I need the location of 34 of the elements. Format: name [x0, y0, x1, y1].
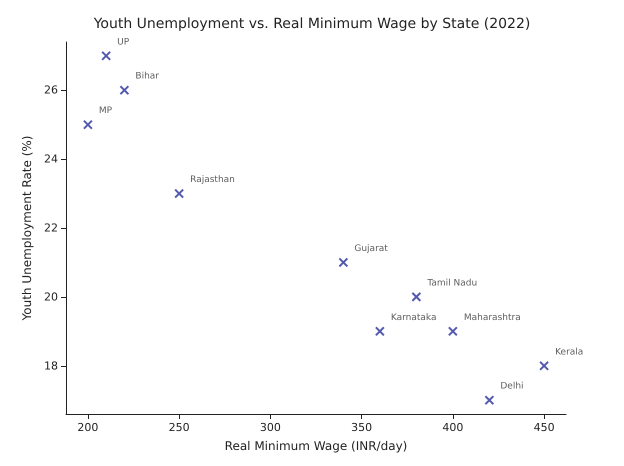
annotation: Bihar [135, 72, 160, 82]
annotation: Maharashtra [464, 312, 521, 323]
point [82, 120, 93, 130]
point [484, 395, 494, 406]
point [374, 326, 385, 336]
annotation: Rajasthan [190, 175, 235, 186]
point [539, 360, 550, 371]
annotation: Kerala [555, 347, 584, 358]
point [448, 326, 458, 336]
annotation: Karnataka [390, 312, 437, 323]
x-tick-label: 400 [442, 421, 464, 434]
x-tick-label: 350 [351, 421, 372, 434]
y-tick-label: 20 [44, 290, 58, 304]
annotation: Gujarat [354, 244, 388, 254]
annotation: Tamil Nadu [426, 278, 478, 288]
x-tick-label: 200 [77, 421, 98, 434]
point [338, 257, 348, 268]
point [174, 188, 184, 199]
annotation: Delhi [500, 382, 524, 392]
point [119, 85, 130, 96]
annotation: MP [98, 106, 113, 116]
x-axis-title: Real Minimum Wage (INR/day) [224, 439, 408, 453]
y-tick-label: 18 [44, 359, 58, 372]
y-axis-title: Youth Unemployment Rate (%) [20, 136, 34, 322]
annotation: UP [117, 37, 130, 48]
x-tick-label: 300 [260, 421, 281, 434]
point [101, 50, 112, 61]
y-tick-label: 22 [44, 222, 58, 234]
x-tick-label: 250 [168, 421, 190, 434]
x-tick-label: 450 [534, 421, 555, 434]
y-tick-label: 26 [44, 84, 58, 97]
y-tick-label: 24 [44, 152, 58, 166]
chart-title: Youth Unemployment vs. Real Minimum Wage by State (2022) [92, 16, 530, 32]
point [411, 292, 422, 302]
